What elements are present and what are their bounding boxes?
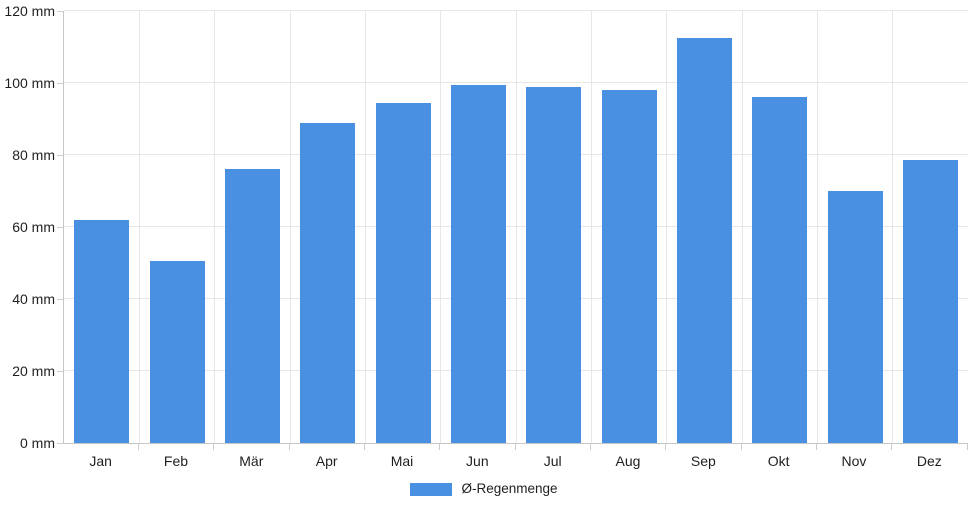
- x-tick-label: Sep: [690, 453, 716, 469]
- x-axis-tick: [966, 444, 968, 450]
- gridline-vertical: [440, 11, 442, 443]
- legend-item[interactable]: Ø-Regenmenge: [0, 481, 968, 497]
- x-axis-tick: [137, 444, 139, 450]
- x-axis-tick: [665, 444, 667, 450]
- x-tick-label: Mai: [390, 453, 414, 469]
- x-axis-tick: [740, 444, 742, 450]
- y-tick-label: 40 mm: [12, 291, 55, 307]
- gridline-vertical: [214, 11, 216, 443]
- y-tick-label: 120 mm: [4, 3, 55, 19]
- x-axis-tick: [439, 444, 441, 450]
- gridline-vertical: [816, 11, 818, 443]
- gridline-vertical: [138, 11, 140, 443]
- gridline-vertical: [741, 11, 743, 443]
- gridline-vertical: [666, 11, 668, 443]
- gridline-vertical: [289, 11, 291, 443]
- x-tick-label: Okt: [767, 453, 790, 469]
- x-tick-label: Feb: [163, 453, 189, 469]
- x-axis-tick: [288, 444, 290, 450]
- gridline-vertical: [892, 11, 894, 443]
- x-axis-tick: [363, 444, 365, 450]
- y-tick-label: 0 mm: [20, 435, 55, 451]
- bar-jul[interactable]: [526, 86, 582, 443]
- bar-nov[interactable]: [827, 191, 883, 443]
- y-axis-tick: [57, 226, 63, 228]
- y-tick-label: 80 mm: [12, 147, 55, 163]
- bar-okt[interactable]: [752, 97, 808, 443]
- y-axis-tick: [57, 442, 63, 444]
- x-axis-tick: [815, 444, 817, 450]
- y-tick-label: 60 mm: [12, 219, 55, 235]
- x-tick-label: Jun: [466, 453, 489, 469]
- x-tick-label: Aug: [615, 453, 641, 469]
- bar-jun[interactable]: [450, 84, 506, 443]
- gridline-vertical: [590, 11, 592, 443]
- plot-area: [63, 10, 968, 444]
- x-tick-label: Dez: [916, 453, 942, 469]
- x-axis-tick: [514, 444, 516, 450]
- bar-dez[interactable]: [902, 160, 958, 443]
- y-tick-label: 20 mm: [12, 363, 55, 379]
- y-axis-tick: [57, 82, 63, 84]
- x-tick-label: Jan: [89, 453, 112, 469]
- x-tick-label: Jul: [543, 453, 562, 469]
- x-axis-tick: [213, 444, 215, 450]
- bar-mär[interactable]: [224, 169, 280, 443]
- x-tick-label: Nov: [841, 453, 867, 469]
- bar-apr[interactable]: [300, 122, 356, 443]
- x-tick-label: Apr: [315, 453, 338, 469]
- bar-sep[interactable]: [676, 38, 732, 443]
- x-tick-label: Mär: [239, 453, 264, 469]
- y-axis-tick: [57, 370, 63, 372]
- gridline-horizontal: [64, 10, 968, 11]
- y-axis-tick: [57, 298, 63, 300]
- bar-mai[interactable]: [375, 102, 431, 443]
- gridline-vertical: [364, 11, 366, 443]
- y-tick-label: 100 mm: [4, 75, 55, 91]
- x-axis-tick: [891, 444, 893, 450]
- x-axis-tick: [589, 444, 591, 450]
- bar-feb[interactable]: [149, 261, 205, 443]
- gridline-vertical: [515, 11, 517, 443]
- bar-jan[interactable]: [74, 219, 130, 443]
- legend-label: Ø-Regenmenge: [461, 481, 558, 496]
- bar-aug[interactable]: [601, 90, 657, 443]
- y-axis-tick: [57, 10, 63, 12]
- legend-swatch-icon: [410, 482, 453, 496]
- y-axis-tick: [57, 154, 63, 156]
